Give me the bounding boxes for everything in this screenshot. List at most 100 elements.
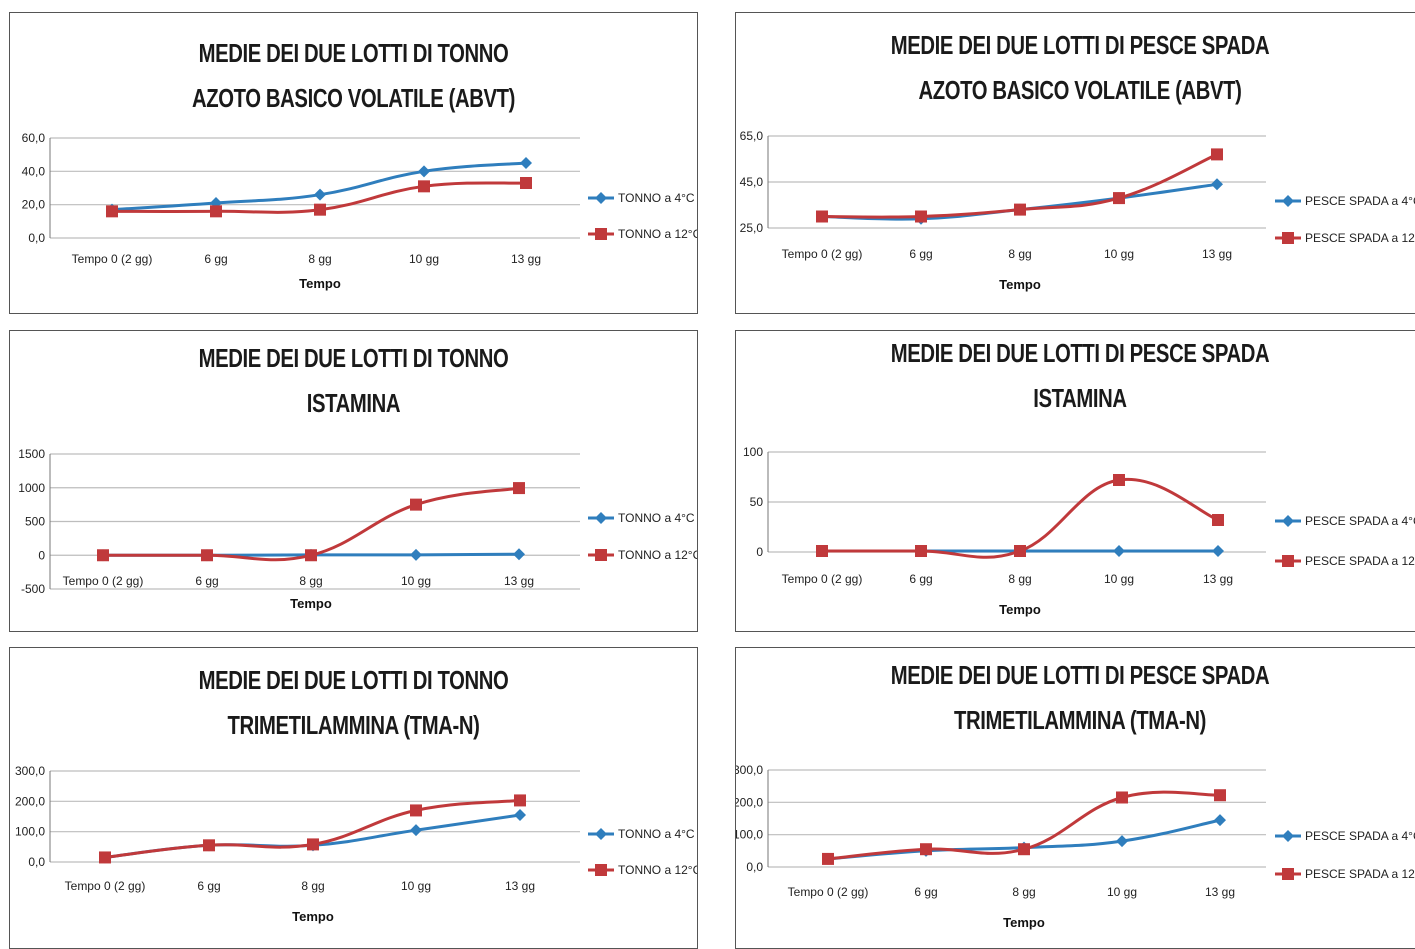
- line-chart: 0 50 100 Tempo 0 (2 gg) 6 gg 8 gg 10 gg 13 gg Te…: [743, 445, 1415, 617]
- data-point: [1116, 791, 1128, 804]
- data-point: [1014, 545, 1026, 557]
- legend-label: PESCE SPADA a 4°C: [1305, 514, 1415, 528]
- data-point: [822, 852, 834, 865]
- y-tick-label: 300,0: [15, 764, 45, 778]
- x-tick-label: Tempo 0 (2 gg): [782, 247, 863, 261]
- data-point: [1211, 178, 1223, 191]
- data-point: [920, 843, 932, 856]
- y-tick-label: 45,0: [740, 175, 764, 189]
- data-point: [1113, 192, 1125, 205]
- y-tick-label: 100,0: [15, 825, 45, 839]
- chart-title-line-2: ISTAMINA: [1033, 383, 1127, 413]
- data-point: [1116, 835, 1128, 848]
- y-tick-label: 0: [38, 548, 45, 562]
- legend-marker: [595, 192, 607, 204]
- y-tick-label: 300,0: [736, 763, 763, 777]
- data-point: [513, 482, 525, 495]
- legend-label: TONNO a 12°C: [618, 548, 698, 562]
- legend-label: TONNO a 4°C: [618, 191, 695, 205]
- data-point: [1113, 474, 1125, 486]
- chart-title: MEDIE DEI DUE LOTTI DI TONNO AZOTO BASIC…: [10, 31, 697, 121]
- x-tick-label: 13 gg: [1202, 247, 1232, 261]
- data-point: [1014, 203, 1026, 216]
- data-point: [514, 794, 526, 807]
- chart-panel-tonno-tma: MEDIE DEI DUE LOTTI DI TONNO TRIMETILAMM…: [9, 647, 698, 949]
- chart-title-line-2: AZOTO BASICO VOLATILE (ABVT): [918, 75, 1242, 105]
- data-point: [99, 851, 111, 864]
- legend-marker: [1282, 232, 1294, 244]
- data-point: [520, 157, 532, 169]
- x-tick-label: 13 gg: [504, 574, 534, 588]
- data-point: [915, 210, 927, 223]
- legend-label: TONNO a 12°C: [618, 227, 698, 241]
- y-tick-label: 0,0: [28, 855, 45, 869]
- chart-title: MEDIE DEI DUE LOTTI DI PESCE SPADA AZOTO…: [736, 23, 1415, 113]
- data-point: [816, 545, 828, 557]
- chart-title-line-1: MEDIE DEI DUE LOTTI DI PESCE SPADA: [890, 338, 1270, 368]
- x-axis-label: Tempo: [299, 276, 341, 291]
- data-point: [106, 205, 118, 218]
- y-tick-label: 1000: [18, 481, 45, 495]
- chart-title-line-2: TRIMETILAMMINA (TMA-N): [227, 710, 480, 740]
- data-point: [514, 808, 526, 821]
- legend-marker: [1282, 195, 1294, 207]
- chart-title: MEDIE DEI DUE LOTTI DI TONNO ISTAMINA: [10, 336, 697, 426]
- data-point: [203, 839, 215, 852]
- chart-title-line-2: TRIMETILAMMINA (TMA-N): [953, 705, 1206, 735]
- legend-marker: [1282, 555, 1294, 567]
- x-tick-label: 6 gg: [909, 247, 932, 261]
- y-tick-label: 20,0: [22, 198, 46, 212]
- data-point: [410, 498, 422, 511]
- legend-label: PESCE SPADA a 12°C: [1305, 554, 1415, 568]
- data-point: [1018, 843, 1030, 856]
- line-chart: 0,0 20,0 40,0 60,0 Tempo 0 (2 gg) 6 gg 8 gg 10 …: [22, 131, 698, 291]
- line-chart: 0,0 100,0 200,0 300,0 Tempo 0 (2 gg) 6 gg 8 gg…: [15, 764, 698, 924]
- data-point: [410, 824, 422, 837]
- data-point: [305, 549, 317, 562]
- legend-marker: [1282, 515, 1294, 527]
- x-tick-label: 10 gg: [1104, 572, 1134, 586]
- y-tick-label: 0,0: [28, 231, 45, 245]
- x-axis-label: Tempo: [290, 596, 332, 611]
- x-tick-label: 10 gg: [1107, 885, 1137, 899]
- y-tick-label: 65,0: [740, 129, 764, 143]
- legend-marker: [595, 864, 607, 876]
- y-tick-label: 40,0: [22, 164, 46, 178]
- x-tick-label: 8 gg: [299, 574, 322, 588]
- chart-title-line-1: MEDIE DEI DUE LOTTI DI TONNO: [198, 665, 509, 695]
- x-axis-label: Tempo: [292, 909, 334, 924]
- data-point: [97, 549, 109, 562]
- series-line: [104, 813, 521, 859]
- x-tick-label: 10 gg: [1104, 247, 1134, 261]
- x-tick-label: 13 gg: [511, 252, 541, 266]
- x-tick-label: 8 gg: [1008, 247, 1031, 261]
- y-tick-label: 25,0: [740, 221, 764, 235]
- y-tick-label: 1500: [18, 447, 45, 461]
- x-tick-label: Tempo 0 (2 gg): [788, 885, 869, 899]
- legend-marker: [1282, 830, 1294, 842]
- x-tick-label: Tempo 0 (2 gg): [782, 572, 863, 586]
- line-chart: 0,0 100,0 200,0 300,0 Tempo 0 (2 gg) 6 gg 8 gg…: [736, 763, 1415, 930]
- y-tick-label: 500: [25, 515, 45, 529]
- data-point: [314, 188, 326, 201]
- legend-marker: [1282, 868, 1294, 880]
- x-tick-label: 10 gg: [401, 574, 431, 588]
- legend-label: PESCE SPADA a 12°C: [1305, 231, 1415, 245]
- data-point: [1212, 514, 1224, 526]
- x-tick-label: 6 gg: [914, 885, 937, 899]
- x-tick-label: 10 gg: [401, 879, 431, 893]
- data-point: [513, 548, 525, 561]
- x-tick-label: Tempo 0 (2 gg): [63, 574, 144, 588]
- chart-title-line-1: MEDIE DEI DUE LOTTI DI PESCE SPADA: [890, 660, 1270, 690]
- line-chart: 25,0 45,0 65,0 Tempo 0 (2 gg) 6 gg 8 gg 10 gg 1…: [740, 129, 1415, 292]
- legend-marker: [595, 828, 607, 840]
- x-tick-label: 6 gg: [195, 574, 218, 588]
- x-tick-label: 8 gg: [1008, 572, 1031, 586]
- legend-label: TONNO a 12°C: [618, 863, 698, 877]
- y-tick-label: 100: [743, 445, 763, 459]
- x-tick-label: 6 gg: [909, 572, 932, 586]
- line-chart: -500 0 500 1000 1500 Tempo 0 (2 gg) 6 gg 8 gg 10…: [18, 447, 698, 611]
- legend-marker: [595, 228, 607, 240]
- legend-label: PESCE SPADA a 4°C: [1305, 194, 1415, 208]
- x-axis-label: Tempo: [1003, 915, 1045, 930]
